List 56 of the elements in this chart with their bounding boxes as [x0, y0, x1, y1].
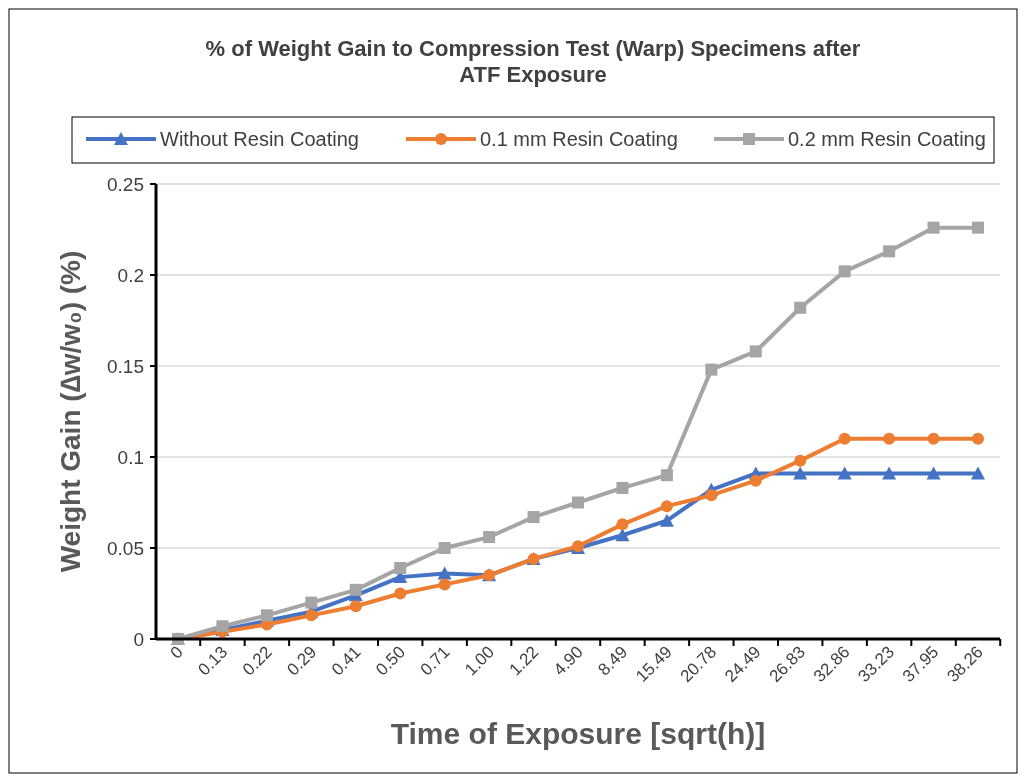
- point: [883, 245, 896, 258]
- y-tick-label: 0.15: [107, 356, 144, 377]
- point: [882, 466, 897, 480]
- point: [616, 481, 629, 494]
- point: [615, 528, 630, 542]
- point: [260, 609, 273, 622]
- x-axis-title: Time of Exposure [sqrt(h)]: [390, 717, 766, 750]
- point: [749, 345, 762, 358]
- point: [705, 363, 718, 376]
- point: [394, 587, 407, 600]
- point: [616, 518, 629, 531]
- y-axis-title: Weight Gain (∆w/w₀) (%): [55, 250, 86, 573]
- x-tick-label: 0.71: [416, 642, 454, 680]
- legend-label: 0.2 mm Resin Coating: [788, 128, 986, 150]
- y-tick-label: 0.25: [107, 174, 144, 195]
- point: [794, 454, 807, 467]
- point: [927, 221, 940, 234]
- point: [926, 466, 941, 480]
- point: [660, 469, 673, 482]
- x-tick-label: 0: [166, 642, 187, 663]
- point: [349, 600, 362, 613]
- point: [749, 474, 762, 487]
- point: [659, 513, 674, 527]
- point: [438, 578, 451, 591]
- point: [438, 542, 451, 554]
- y-tick-label: 0.05: [107, 538, 144, 559]
- point: [305, 609, 318, 622]
- point: [971, 466, 985, 480]
- point: [794, 301, 807, 314]
- x-tick-label: 0.41: [327, 642, 365, 680]
- point: [838, 265, 851, 278]
- point: [660, 500, 673, 513]
- y-tick-label: 0: [133, 629, 144, 650]
- point: [572, 496, 584, 509]
- point: [927, 432, 940, 445]
- point: [483, 531, 496, 544]
- point: [437, 566, 452, 580]
- x-tick-label: 4.90: [549, 642, 587, 680]
- legend-label: Without Resin Coating: [160, 128, 359, 150]
- point: [883, 432, 896, 445]
- point: [705, 489, 718, 502]
- x-tick-label: 0.29: [283, 642, 321, 680]
- point: [837, 466, 852, 480]
- x-tick-label: 8.49: [594, 642, 632, 680]
- point: [793, 466, 808, 480]
- legend-label: 0.1 mm Resin Coating: [480, 128, 678, 150]
- point: [305, 596, 318, 609]
- point: [394, 562, 407, 575]
- point: [972, 432, 984, 445]
- point: [349, 583, 362, 596]
- point: [972, 221, 984, 234]
- y-tick-label: 0.1: [117, 447, 144, 468]
- chart-title: % of Weight Gain to Compression Test (Warp) Specimens after ATF Exposure: [205, 36, 861, 87]
- point: [527, 511, 540, 524]
- y-tick-label: 0.2: [117, 265, 144, 286]
- point: [838, 432, 851, 445]
